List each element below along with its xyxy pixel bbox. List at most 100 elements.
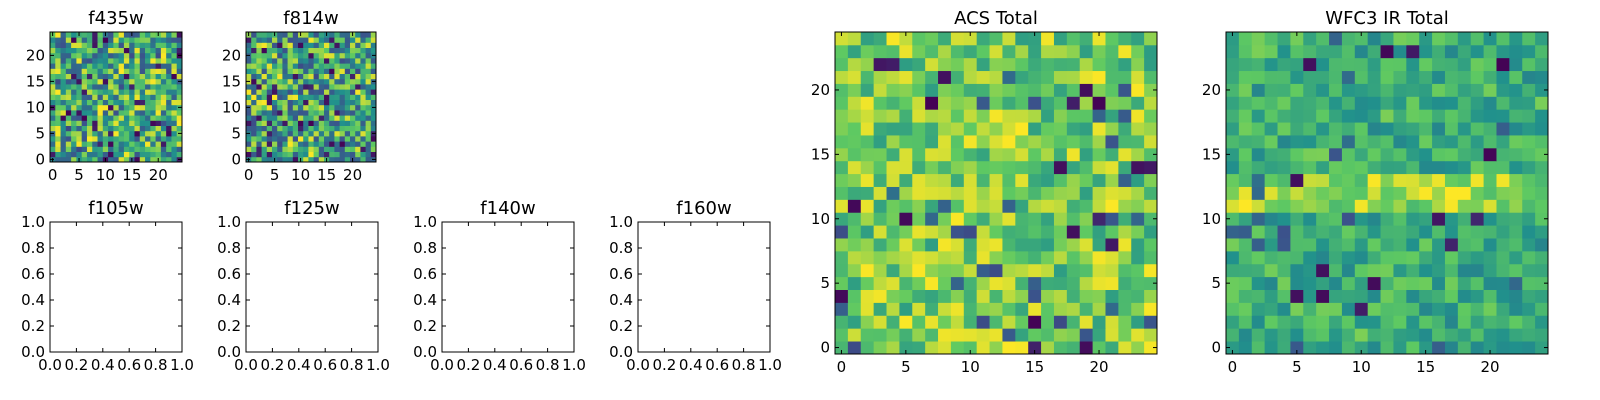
heatmap-cell: [1432, 147, 1446, 162]
heatmap-cell: [176, 37, 183, 43]
heatmap-cell: [1028, 212, 1042, 226]
heatmap-cell: [303, 58, 309, 64]
heatmap-cell: [1470, 289, 1484, 303]
y-tick-label: 0.0: [413, 343, 437, 361]
heatmap-cell: [1226, 147, 1240, 162]
heatmap-cell: [150, 63, 156, 69]
heatmap-cell: [370, 32, 377, 38]
heatmap-cell: [989, 44, 1003, 59]
heatmap-cell: [1535, 57, 1549, 72]
heatmap-cell: [123, 104, 130, 111]
heatmap-cell: [350, 141, 356, 147]
heatmap-cell: [160, 73, 167, 80]
heatmap-cell: [97, 104, 104, 111]
heatmap-cell: [1118, 122, 1132, 136]
heatmap-cell: [1496, 32, 1510, 46]
heatmap-cell: [261, 125, 268, 132]
heatmap-cell: [292, 78, 299, 85]
heatmap-cell: [873, 250, 887, 265]
heatmap-cell: [1496, 328, 1510, 342]
heatmap-cell: [102, 130, 109, 137]
heatmap-cell: [1470, 109, 1484, 123]
heatmap-cell: [65, 37, 72, 43]
heatmap-cell: [108, 89, 114, 95]
y-tick-label: 20: [26, 46, 45, 64]
heatmap-cell: [899, 44, 913, 59]
y-tick-label: 20: [811, 81, 830, 99]
heatmap-cell: [370, 42, 377, 48]
heatmap-cell: [298, 151, 304, 158]
heatmap-cell: [1406, 263, 1420, 278]
x-tick-label: 0.4: [91, 356, 115, 374]
heatmap-cell: [1470, 96, 1484, 110]
heatmap-cell: [1028, 70, 1042, 84]
heatmap-cell: [1522, 302, 1536, 316]
heatmap-cell: [329, 136, 335, 142]
heatmap-cell: [1105, 70, 1119, 84]
heatmap-cell: [150, 37, 156, 43]
heatmap-cell: [1393, 147, 1407, 162]
heatmap-cell: [344, 68, 351, 74]
heatmap-cell: [261, 94, 268, 100]
heatmap-cell: [71, 120, 77, 126]
heatmap-cell: [365, 146, 372, 152]
heatmap-cell: [1144, 70, 1158, 84]
heatmap-cell: [92, 110, 98, 116]
heatmap-cell: [1341, 135, 1356, 149]
heatmap-cell: [1509, 109, 1523, 123]
heatmap-cell: [350, 47, 356, 54]
heatmap-cell: [886, 315, 900, 329]
heatmap-cell: [92, 99, 98, 106]
heatmap-cell: [365, 73, 372, 80]
heatmap-cell: [1432, 302, 1446, 316]
heatmap-cell: [1316, 122, 1330, 136]
heatmap-cell: [886, 44, 900, 59]
heatmap-cell: [365, 32, 372, 38]
heatmap-cell: [166, 120, 172, 126]
heatmap-cell: [303, 146, 309, 152]
heatmap-cell: [1354, 238, 1369, 252]
heatmap-cell: [1144, 276, 1158, 290]
heatmap-cell: [1002, 276, 1016, 290]
heatmap-cell: [261, 63, 268, 69]
heatmap-cell: [150, 84, 156, 90]
heatmap-cell: [55, 104, 61, 111]
heatmap-cell: [1053, 302, 1068, 316]
heatmap-cell: [1028, 109, 1042, 123]
heatmap-cell: [282, 47, 288, 54]
heatmap-cell: [76, 89, 83, 95]
heatmap-cell: [365, 110, 372, 116]
heatmap-cell: [123, 115, 130, 121]
heatmap-cell: [102, 146, 109, 152]
heatmap-cell: [272, 89, 278, 95]
heatmap-cell: [339, 136, 346, 142]
heatmap-cell: [76, 130, 83, 137]
heatmap-cell: [287, 52, 294, 59]
heatmap-cell: [339, 115, 346, 121]
heatmap-cell: [113, 52, 120, 59]
heatmap-cell: [1367, 302, 1381, 316]
y-tick-label: 15: [222, 72, 241, 90]
axes-frame: [245, 31, 377, 163]
heatmap-cell: [256, 37, 262, 43]
heatmap-cell: [847, 57, 862, 72]
heatmap-cell: [1483, 147, 1497, 162]
heatmap-cells: [50, 32, 183, 163]
heatmap-cell: [938, 147, 952, 162]
heatmap-cell: [835, 225, 849, 239]
heatmap-cell: [118, 63, 125, 69]
heatmap-cell: [176, 89, 183, 95]
heatmap-cell: [925, 328, 939, 342]
heatmap-cell: [86, 104, 93, 111]
heatmap-cell: [251, 94, 257, 100]
heatmap-cell: [339, 156, 346, 163]
heatmap-cell: [1053, 109, 1068, 123]
heatmap-cell: [81, 84, 88, 90]
heatmap-cell: [886, 225, 900, 239]
heatmap-cell: [950, 147, 965, 162]
heatmap-cell: [1053, 83, 1068, 97]
heatmap-cell: [50, 115, 56, 121]
heatmap-cell: [1432, 44, 1446, 59]
heatmap-cell: [1522, 109, 1536, 123]
